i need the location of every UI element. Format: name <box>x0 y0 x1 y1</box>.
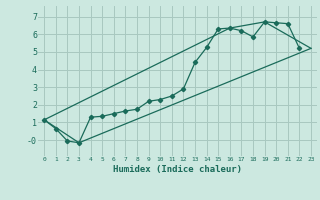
X-axis label: Humidex (Indice chaleur): Humidex (Indice chaleur) <box>113 165 242 174</box>
